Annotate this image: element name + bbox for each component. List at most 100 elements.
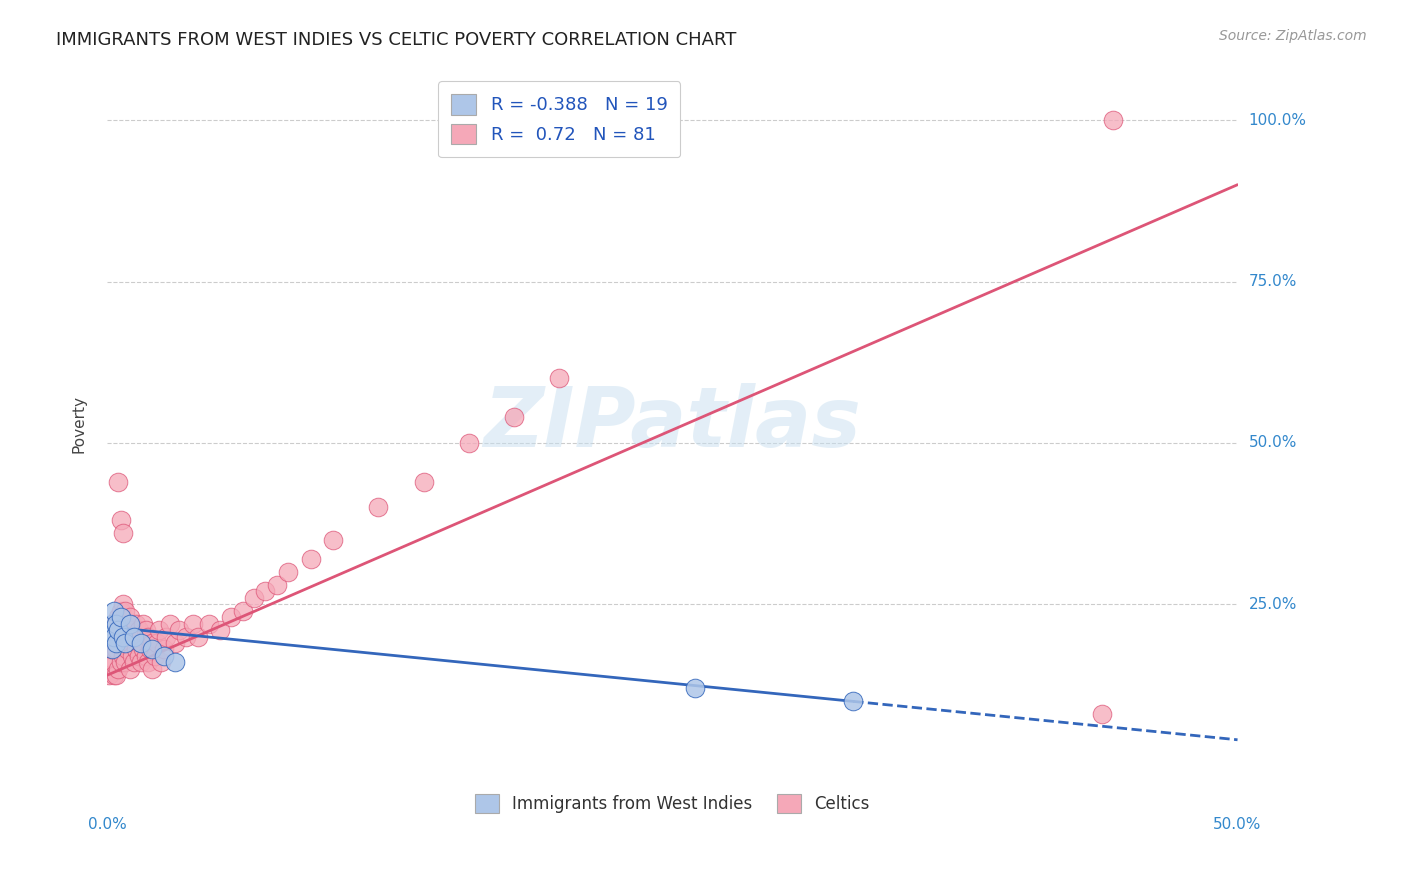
Point	[117, 642, 139, 657]
Point	[105, 668, 128, 682]
Point	[132, 642, 155, 657]
Point	[100, 630, 122, 644]
Point	[110, 610, 132, 624]
Point	[174, 630, 197, 644]
Point	[105, 642, 128, 657]
Point	[143, 648, 166, 663]
Point	[129, 630, 152, 644]
Point	[243, 591, 266, 605]
Point	[98, 656, 121, 670]
Point	[98, 630, 121, 644]
Point	[111, 648, 134, 663]
Point	[128, 648, 150, 663]
Point	[842, 694, 865, 708]
Point	[683, 681, 706, 695]
Point	[117, 616, 139, 631]
Point	[110, 630, 132, 644]
Point	[103, 630, 125, 644]
Text: 50.0%: 50.0%	[1249, 435, 1296, 450]
Point	[111, 597, 134, 611]
Text: 50.0%: 50.0%	[1213, 817, 1261, 832]
Point	[111, 623, 134, 637]
Point	[105, 636, 128, 650]
Point	[107, 636, 129, 650]
Point	[139, 642, 162, 657]
Point	[110, 513, 132, 527]
Point	[146, 636, 169, 650]
Point	[100, 642, 122, 657]
Point	[118, 610, 141, 624]
Point	[209, 623, 232, 637]
Point	[103, 630, 125, 644]
Point	[114, 630, 136, 644]
Point	[129, 656, 152, 670]
Point	[121, 648, 143, 663]
Point	[152, 642, 174, 657]
Point	[141, 642, 163, 657]
Point	[118, 616, 141, 631]
Point	[121, 623, 143, 637]
Text: ZIPatlas: ZIPatlas	[484, 383, 862, 464]
Point	[110, 656, 132, 670]
Point	[155, 630, 177, 644]
Point	[107, 662, 129, 676]
Point	[122, 630, 145, 644]
Point	[232, 604, 254, 618]
Point	[107, 475, 129, 489]
Point	[103, 642, 125, 657]
Point	[163, 636, 186, 650]
Point	[198, 616, 221, 631]
Point	[141, 636, 163, 650]
Point	[98, 668, 121, 682]
Point	[100, 616, 122, 631]
Point	[105, 616, 128, 631]
Point	[100, 642, 122, 657]
Point	[110, 604, 132, 618]
Point	[1102, 113, 1125, 128]
Point	[254, 584, 277, 599]
Point	[105, 616, 128, 631]
Point	[322, 533, 344, 547]
Point	[503, 410, 526, 425]
Point	[1091, 706, 1114, 721]
Point	[136, 656, 159, 670]
Point	[134, 648, 156, 663]
Text: 75.0%: 75.0%	[1249, 274, 1296, 289]
Point	[125, 642, 148, 657]
Text: 100.0%: 100.0%	[1249, 112, 1306, 128]
Point	[136, 630, 159, 644]
Text: 0.0%: 0.0%	[87, 817, 127, 832]
Point	[107, 610, 129, 624]
Point	[163, 656, 186, 670]
Point	[114, 636, 136, 650]
Point	[129, 636, 152, 650]
Point	[152, 648, 174, 663]
Point	[103, 616, 125, 631]
Point	[122, 656, 145, 670]
Point	[122, 630, 145, 644]
Point	[186, 630, 208, 644]
Point	[134, 623, 156, 637]
Point	[118, 662, 141, 676]
Point	[548, 371, 571, 385]
Point	[103, 668, 125, 682]
Y-axis label: Poverty: Poverty	[72, 394, 86, 452]
Point	[114, 604, 136, 618]
Point	[277, 565, 299, 579]
Point	[111, 630, 134, 644]
Point	[266, 578, 288, 592]
Point	[118, 636, 141, 650]
Point	[128, 623, 150, 637]
Point	[221, 610, 243, 624]
Point	[169, 623, 191, 637]
Point	[111, 526, 134, 541]
Point	[107, 623, 129, 637]
Legend: Immigrants from West Indies, Celtics: Immigrants from West Indies, Celtics	[468, 788, 876, 820]
Point	[100, 656, 122, 670]
Point	[181, 616, 204, 631]
Point	[98, 642, 121, 657]
Point	[132, 616, 155, 631]
Point	[114, 656, 136, 670]
Point	[412, 475, 434, 489]
Point	[299, 552, 322, 566]
